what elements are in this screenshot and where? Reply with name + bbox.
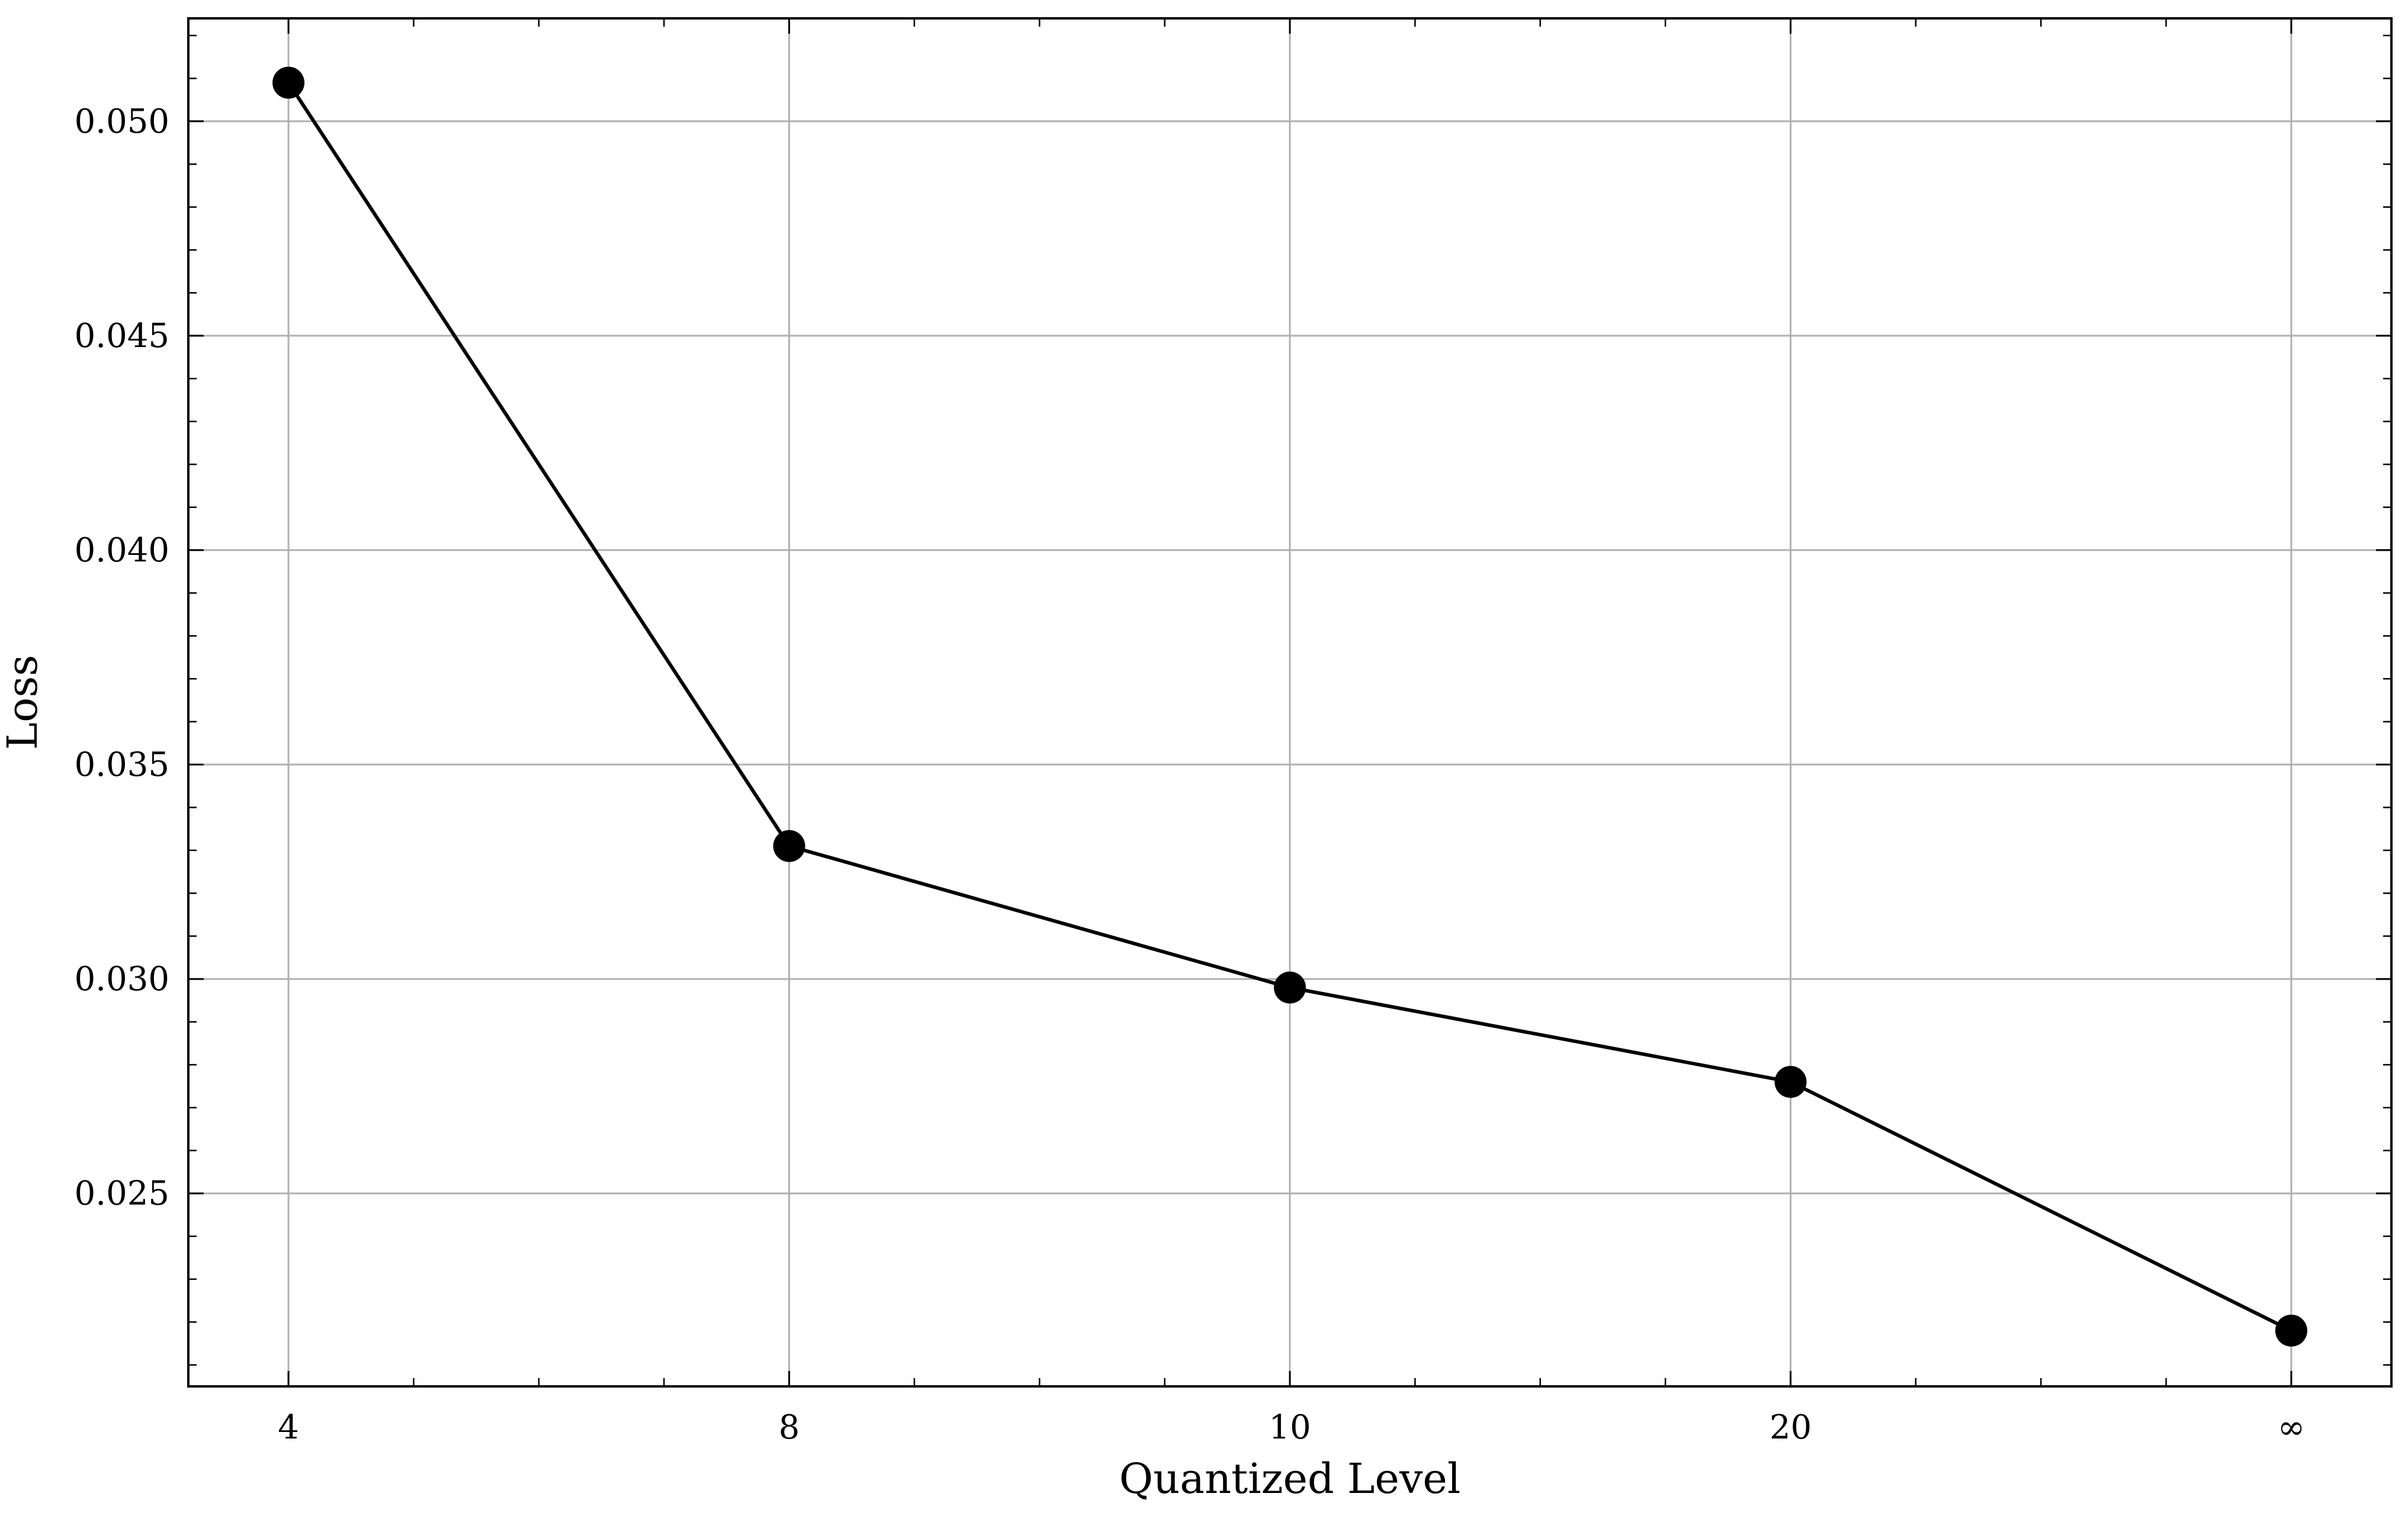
x-tick-label: 8 (779, 1408, 800, 1447)
x-tick-label: 20 (1770, 1408, 1812, 1447)
x-tick-labels: 4 8 10 20 ∞ (278, 1408, 2305, 1447)
y-tick-label: 0.025 (75, 1174, 169, 1213)
plot-frame (187, 17, 2393, 1388)
y-tick-labels: 0.025 0.030 0.035 0.040 0.045 0.050 (75, 102, 169, 1213)
data-point (1274, 971, 1306, 1004)
x-tick-label: 10 (1269, 1408, 1311, 1447)
grid-lines (188, 18, 2391, 1386)
data-point (773, 830, 805, 862)
x-tick-label: ∞ (2278, 1408, 2306, 1447)
y-tick-label: 0.050 (75, 102, 169, 141)
major-ticks (188, 18, 2391, 1386)
minor-ticks (188, 18, 2391, 1386)
data-point (1774, 1065, 1807, 1098)
x-axis-label: Quantized Level (1119, 1454, 1460, 1503)
data-point (272, 66, 305, 99)
data-point (2275, 1314, 2307, 1347)
y-tick-label: 0.035 (75, 746, 169, 784)
y-tick-label: 0.045 (75, 317, 169, 355)
data-series (272, 66, 2307, 1347)
y-tick-label: 0.040 (75, 531, 169, 570)
x-tick-label: 4 (278, 1408, 299, 1447)
y-axis-label: Loss (0, 655, 47, 750)
y-tick-label: 0.030 (75, 960, 169, 998)
